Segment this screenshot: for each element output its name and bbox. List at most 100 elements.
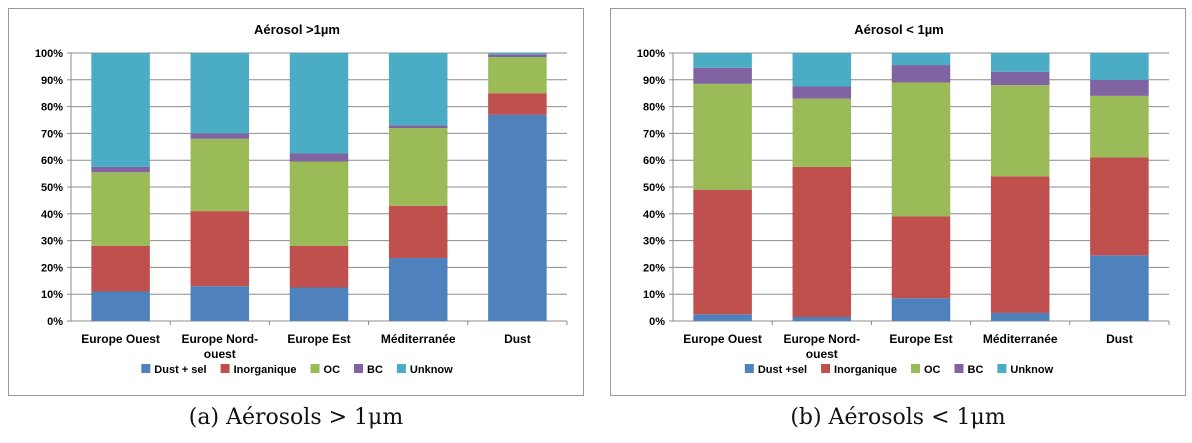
y-tick-label: 40% (643, 209, 665, 221)
caption-b: (b) Aérosols < 1μm (790, 405, 1006, 430)
bar-segment (289, 245, 349, 288)
y-tick-label: 60% (41, 155, 63, 167)
legend-label: BC (968, 364, 984, 376)
bar-segment (990, 176, 1050, 313)
bar-segment (792, 166, 852, 317)
y-tick-label: 40% (41, 209, 63, 221)
y-tick-label: 100% (35, 48, 63, 60)
y-tick-label: 90% (41, 75, 63, 87)
bar-segment (91, 245, 150, 292)
x-tick-label: Europe Ouest (81, 332, 160, 346)
bar-segment (891, 298, 951, 321)
bar-segment (488, 93, 547, 115)
legend-swatch (821, 364, 831, 373)
bar-segment (693, 314, 752, 321)
bar-segment (91, 172, 150, 246)
bar-segment (990, 85, 1050, 177)
bar-segment (792, 86, 852, 99)
legend: Dust +sel Inorganique OC BC Unknow (744, 364, 1054, 376)
bar-segment (693, 67, 752, 84)
y-tick-label: 10% (643, 289, 665, 301)
bar-segment (289, 53, 349, 154)
y-tick-label: 100% (637, 48, 665, 60)
chart-a-svg: Aérosol >1µm 0% 10% 20% 30% 40% 50% 60% 70% 80% 90… (35, 22, 568, 376)
bar-segment (388, 53, 448, 126)
chart-b-svg: Aérosol < 1µm 0% 10% 20% 30% 40% 50% 60% 70% 80% 9… (637, 22, 1170, 376)
bar-segment (1090, 53, 1149, 80)
bar-segment (792, 53, 852, 87)
x-tick-label: Méditerranée (381, 332, 456, 346)
legend-label: Inorganique (834, 364, 897, 376)
x-tick-label: Dust (504, 332, 531, 346)
legend-swatch (354, 364, 364, 373)
bar-segment (190, 53, 250, 134)
legend-label: OC (324, 364, 341, 376)
legend-label: OC (924, 364, 941, 376)
y-tick-label: 0% (649, 316, 665, 328)
bar-segment (388, 258, 448, 321)
y-tick-label: 20% (41, 262, 63, 274)
y-tick-label: 70% (643, 128, 665, 140)
legend: Dust + sel Inorganique OC BC Unknow (141, 364, 453, 376)
bar-segment (891, 82, 951, 217)
bar-segment (1090, 95, 1149, 158)
bar-segment (693, 189, 752, 315)
legend-swatch (396, 364, 406, 373)
bar-segment (488, 53, 547, 55)
legend-swatch (310, 364, 320, 373)
bar-segment (891, 53, 951, 66)
bar-segment (792, 316, 852, 321)
bar-segment (1090, 157, 1149, 256)
legend-label: Inorganique (234, 364, 297, 376)
chart-panel-a: Aérosol >1µm 0% 10% 20% 30% 40% 50% 60% 70% 80% 90… (8, 8, 584, 396)
legend-swatch (220, 364, 230, 373)
caption-a: (a) Aérosols > 1μm (188, 405, 404, 430)
bar-segment (693, 53, 752, 68)
y-tick-label: 10% (41, 289, 63, 301)
chart-panel-b: Aérosol < 1µm 0% 10% 20% 30% 40% 50% 60% 70% 80% 9… (610, 8, 1186, 396)
y-tick-label: 20% (643, 262, 665, 274)
bar-segment (488, 54, 547, 58)
y-tick-label: 90% (643, 75, 665, 87)
x-tick-label: Europe Est (889, 332, 952, 346)
bar-segment (488, 57, 547, 94)
legend-swatch (954, 364, 964, 373)
chart-title: Aérosol < 1µm (854, 22, 944, 37)
x-tick-label: Europe Nord-ouest (181, 332, 258, 361)
legend-swatch (997, 364, 1007, 373)
bar-segment (190, 286, 250, 321)
y-tick-label: 30% (643, 236, 665, 248)
legend-label: Dust + sel (154, 364, 206, 376)
bar-segment (488, 114, 547, 321)
x-tick-label: Europe Ouest (683, 332, 762, 346)
legend-swatch (911, 364, 920, 373)
legend-swatch (141, 364, 151, 373)
y-tick-label: 80% (643, 102, 665, 114)
bar-segment (891, 65, 951, 83)
chart-title: Aérosol >1µm (254, 22, 340, 37)
bar-segment (1090, 79, 1149, 96)
bar-segment (289, 287, 349, 321)
bar-segment (388, 205, 448, 259)
bar-segment (990, 53, 1050, 72)
legend-swatch (744, 364, 754, 373)
bar-segment (190, 133, 250, 139)
bar-segment (388, 128, 448, 206)
y-tick-label: 0% (47, 316, 63, 328)
bar-segment (91, 166, 150, 173)
y-tick-label: 80% (41, 102, 63, 114)
y-tick-label: 60% (643, 155, 665, 167)
bar-segment (289, 161, 349, 246)
y-tick-label: 70% (41, 128, 63, 140)
bar-segment (693, 83, 752, 190)
bar-segment (289, 153, 349, 162)
bar-segment (990, 71, 1050, 86)
x-tick-label: Europe Nord-ouest (783, 332, 860, 361)
bar-segment (891, 216, 951, 299)
x-tick-label: Dust (1106, 332, 1133, 346)
x-tick-label: Méditerranée (983, 332, 1058, 346)
legend-label: Unknow (410, 364, 453, 376)
bar-segment (388, 125, 448, 129)
bar-segment (190, 211, 250, 287)
bar-segment (190, 138, 250, 212)
